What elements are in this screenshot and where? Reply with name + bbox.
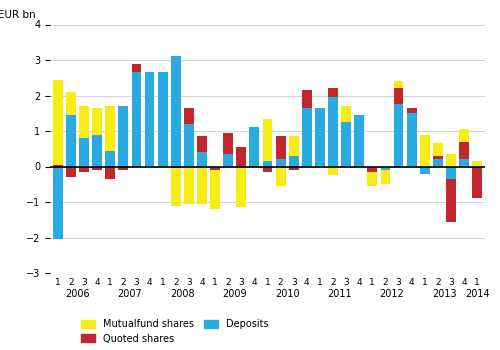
Bar bbox=[341, 122, 351, 167]
Bar bbox=[446, 154, 456, 167]
Text: 2009: 2009 bbox=[222, 289, 247, 299]
Bar bbox=[341, 106, 351, 122]
Bar bbox=[118, 167, 128, 170]
Bar bbox=[92, 108, 102, 134]
Bar bbox=[446, 167, 456, 179]
Bar bbox=[328, 167, 338, 175]
Bar bbox=[118, 106, 128, 167]
Bar bbox=[276, 167, 285, 186]
Bar bbox=[262, 119, 272, 161]
Bar bbox=[472, 161, 482, 167]
Text: 2013: 2013 bbox=[432, 289, 456, 299]
Text: 2012: 2012 bbox=[380, 289, 404, 299]
Bar bbox=[406, 108, 416, 113]
Bar bbox=[197, 167, 207, 204]
Text: 2007: 2007 bbox=[118, 289, 142, 299]
Text: 2006: 2006 bbox=[65, 289, 90, 299]
Bar bbox=[184, 167, 194, 204]
Bar bbox=[92, 134, 102, 167]
Text: EUR bn: EUR bn bbox=[0, 9, 36, 20]
Bar bbox=[210, 167, 220, 168]
Bar bbox=[79, 106, 89, 138]
Bar bbox=[368, 168, 377, 172]
Bar bbox=[472, 167, 482, 168]
Text: 2014: 2014 bbox=[465, 289, 489, 299]
Bar bbox=[394, 104, 404, 167]
Bar bbox=[236, 147, 246, 167]
Bar bbox=[289, 167, 298, 170]
Bar bbox=[236, 167, 246, 168]
Bar bbox=[236, 168, 246, 207]
Bar bbox=[53, 167, 63, 239]
Bar bbox=[354, 115, 364, 167]
Bar bbox=[92, 167, 102, 170]
Bar bbox=[171, 168, 180, 205]
Bar bbox=[289, 136, 298, 156]
Bar bbox=[368, 172, 377, 186]
Bar bbox=[106, 150, 115, 167]
Bar bbox=[420, 167, 430, 174]
Bar bbox=[171, 167, 180, 168]
Bar bbox=[380, 170, 390, 184]
Bar bbox=[459, 142, 469, 159]
Bar bbox=[79, 138, 89, 167]
Bar bbox=[210, 168, 220, 170]
Bar bbox=[459, 159, 469, 167]
Bar bbox=[420, 134, 430, 167]
Text: 2008: 2008 bbox=[170, 289, 194, 299]
Bar bbox=[433, 156, 442, 159]
Bar bbox=[53, 79, 63, 165]
Bar bbox=[315, 108, 325, 167]
Bar bbox=[433, 144, 442, 156]
Bar bbox=[53, 165, 63, 167]
Bar bbox=[66, 115, 76, 167]
Bar bbox=[328, 97, 338, 167]
Bar bbox=[394, 89, 404, 104]
Bar bbox=[197, 136, 207, 152]
Bar bbox=[132, 64, 141, 72]
Bar bbox=[276, 159, 285, 167]
Bar bbox=[184, 108, 194, 124]
Bar bbox=[144, 72, 154, 167]
Bar bbox=[66, 167, 76, 177]
Bar bbox=[132, 72, 141, 167]
Bar bbox=[459, 129, 469, 142]
Bar bbox=[224, 154, 233, 167]
Bar bbox=[380, 167, 390, 170]
Bar bbox=[66, 92, 76, 115]
Legend: Mutualfund shares, Quoted shares, Deposits: Mutualfund shares, Quoted shares, Deposi… bbox=[76, 315, 272, 348]
Bar bbox=[394, 81, 404, 89]
Bar bbox=[368, 167, 377, 168]
Bar bbox=[171, 56, 180, 167]
Bar bbox=[302, 108, 312, 167]
Bar bbox=[262, 167, 272, 172]
Bar bbox=[106, 106, 115, 150]
Bar bbox=[250, 127, 260, 167]
Bar bbox=[433, 159, 442, 167]
Bar bbox=[158, 72, 168, 167]
Bar bbox=[210, 170, 220, 209]
Bar bbox=[276, 136, 285, 159]
Bar bbox=[79, 167, 89, 172]
Bar bbox=[197, 152, 207, 167]
Bar bbox=[106, 167, 115, 179]
Bar bbox=[328, 89, 338, 97]
Bar bbox=[406, 113, 416, 167]
Bar bbox=[446, 179, 456, 222]
Bar bbox=[302, 90, 312, 108]
Bar bbox=[472, 168, 482, 198]
Text: 2011: 2011 bbox=[328, 289, 352, 299]
Text: 2010: 2010 bbox=[275, 289, 299, 299]
Bar bbox=[224, 133, 233, 154]
Bar bbox=[289, 156, 298, 167]
Bar bbox=[184, 124, 194, 167]
Bar bbox=[262, 161, 272, 167]
